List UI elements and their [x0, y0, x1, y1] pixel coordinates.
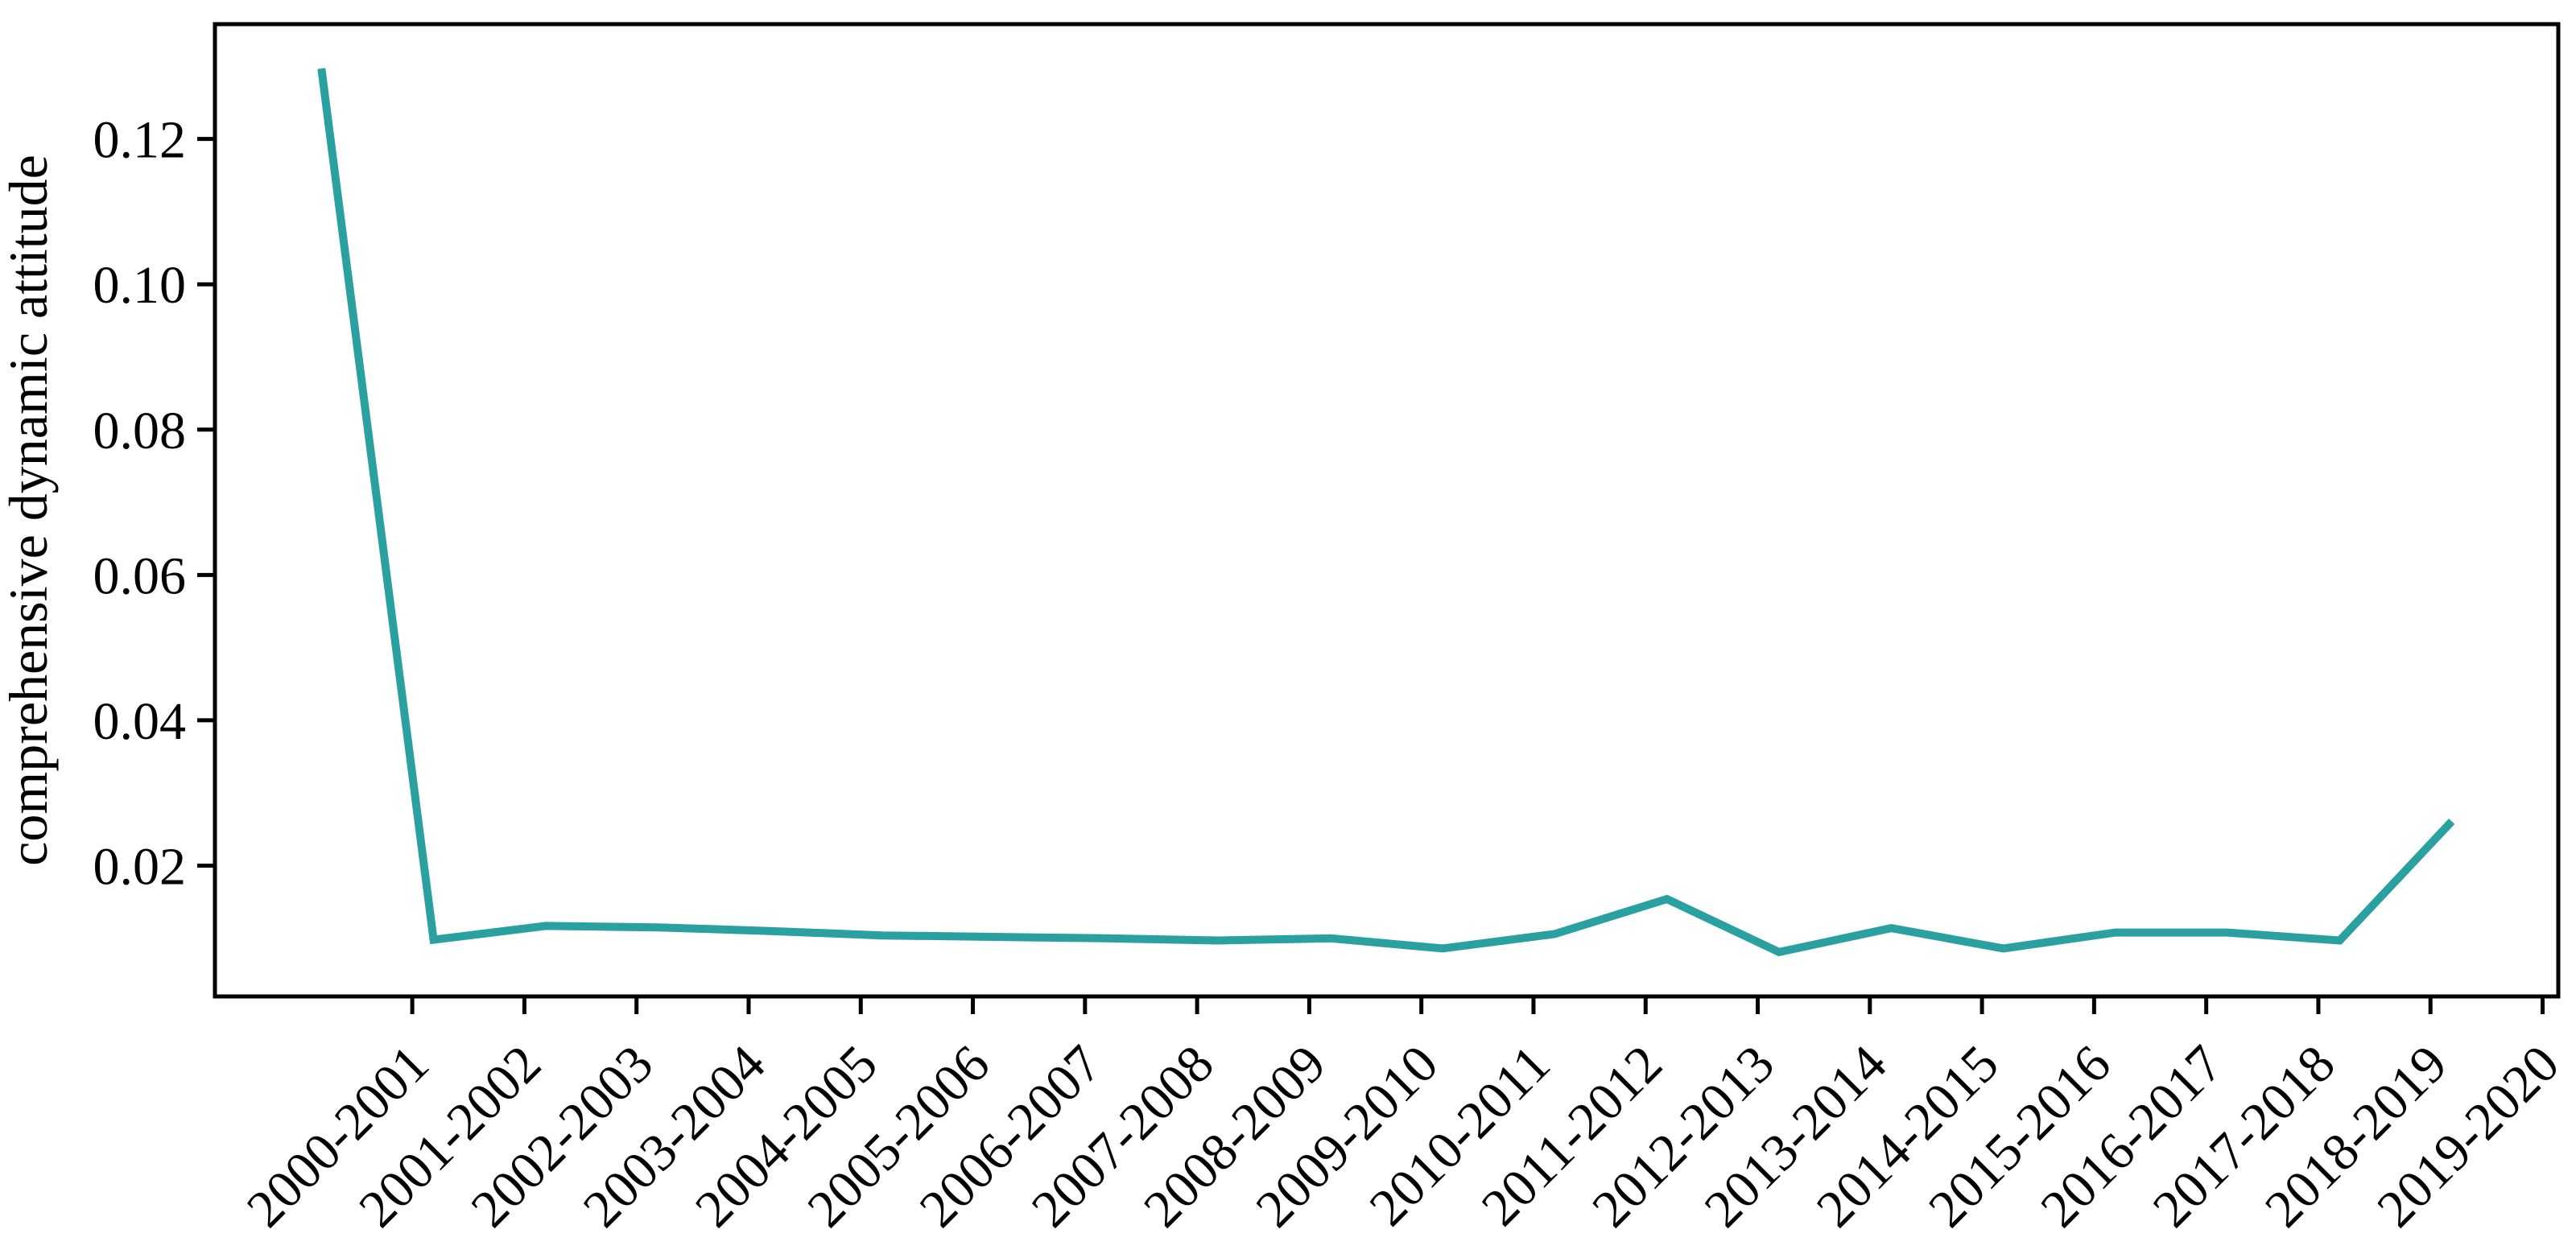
y-tick-label: 0.10 [93, 256, 187, 315]
plot-border [213, 22, 2561, 999]
y-tick-label: 0.02 [93, 837, 187, 896]
y-tick-label: 0.06 [93, 547, 187, 605]
y-axis-label: comprehensive dynamic attitude [0, 155, 59, 866]
y-tick-label: 0.04 [93, 692, 187, 751]
y-tick-label: 0.08 [93, 402, 187, 460]
y-tick-label: 0.12 [93, 111, 187, 170]
data-line [317, 68, 2455, 957]
